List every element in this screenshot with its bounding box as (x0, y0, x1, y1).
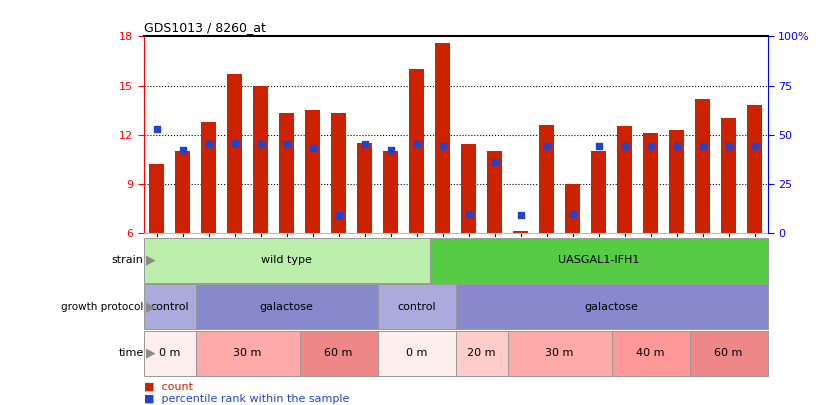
Bar (565, 184, 580, 233)
Text: UASGAL1-IFH1: UASGAL1-IFH1 (558, 255, 640, 265)
Text: ▶: ▶ (146, 300, 155, 313)
Text: wild type: wild type (261, 255, 312, 265)
Text: galactose: galactose (585, 302, 639, 312)
Bar (456, 284, 768, 329)
Bar (513, 231, 529, 233)
Bar (507, 331, 612, 376)
Text: galactose: galactose (259, 302, 314, 312)
Bar (331, 113, 346, 233)
Bar (747, 105, 763, 233)
Bar (201, 122, 217, 233)
Bar (461, 145, 476, 233)
Bar (669, 130, 685, 233)
Point (228, 139, 241, 146)
Text: 40 m: 40 m (636, 348, 665, 358)
Bar (378, 284, 456, 329)
Point (748, 143, 761, 150)
Point (722, 143, 736, 150)
Text: control: control (150, 302, 189, 312)
Text: 0 m: 0 m (406, 348, 428, 358)
Point (280, 141, 293, 148)
Bar (279, 113, 295, 233)
Text: ▶: ▶ (146, 254, 155, 267)
Point (566, 211, 580, 217)
Point (177, 147, 190, 153)
Point (644, 143, 657, 150)
Bar (378, 331, 456, 376)
Bar (487, 151, 502, 233)
Text: growth protocol: growth protocol (62, 302, 144, 312)
Point (618, 143, 631, 150)
Bar (144, 331, 195, 376)
Bar (643, 133, 658, 233)
Text: strain: strain (112, 255, 144, 265)
Text: 30 m: 30 m (233, 348, 262, 358)
Bar (175, 151, 190, 233)
Bar (253, 85, 268, 233)
Point (436, 143, 449, 150)
Text: ■  count: ■ count (144, 382, 193, 392)
Text: time: time (118, 348, 144, 358)
Text: ▶: ▶ (146, 347, 155, 360)
Point (202, 141, 215, 148)
Point (384, 147, 397, 153)
Text: GDS1013 / 8260_at: GDS1013 / 8260_at (144, 21, 265, 34)
Bar (144, 238, 429, 283)
Point (150, 126, 163, 132)
Point (358, 141, 371, 148)
Bar (409, 69, 424, 233)
Point (255, 141, 268, 148)
Text: 20 m: 20 m (467, 348, 496, 358)
Point (696, 143, 709, 150)
Bar (612, 331, 690, 376)
Text: 30 m: 30 m (545, 348, 574, 358)
Bar (227, 74, 242, 233)
Point (306, 145, 319, 151)
Bar (690, 331, 768, 376)
Bar (300, 331, 378, 376)
Bar (435, 43, 451, 233)
Bar (305, 110, 320, 233)
Bar (456, 331, 507, 376)
Point (670, 143, 683, 150)
Bar (357, 143, 373, 233)
Bar (383, 151, 398, 233)
Point (592, 143, 605, 150)
Bar (144, 284, 195, 329)
Point (410, 141, 424, 148)
Point (540, 143, 553, 150)
Bar (195, 331, 300, 376)
Bar (695, 99, 710, 233)
Bar (149, 164, 164, 233)
Bar (617, 126, 632, 233)
Text: 0 m: 0 m (159, 348, 181, 358)
Point (462, 211, 475, 217)
Point (488, 159, 501, 165)
Bar (195, 284, 378, 329)
Text: control: control (397, 302, 436, 312)
Point (514, 212, 527, 218)
Bar (539, 125, 554, 233)
Text: 60 m: 60 m (324, 348, 353, 358)
Bar (591, 151, 607, 233)
Bar (721, 118, 736, 233)
Point (332, 212, 345, 218)
Bar (429, 238, 768, 283)
Text: 60 m: 60 m (714, 348, 743, 358)
Text: ■  percentile rank within the sample: ■ percentile rank within the sample (144, 394, 349, 404)
